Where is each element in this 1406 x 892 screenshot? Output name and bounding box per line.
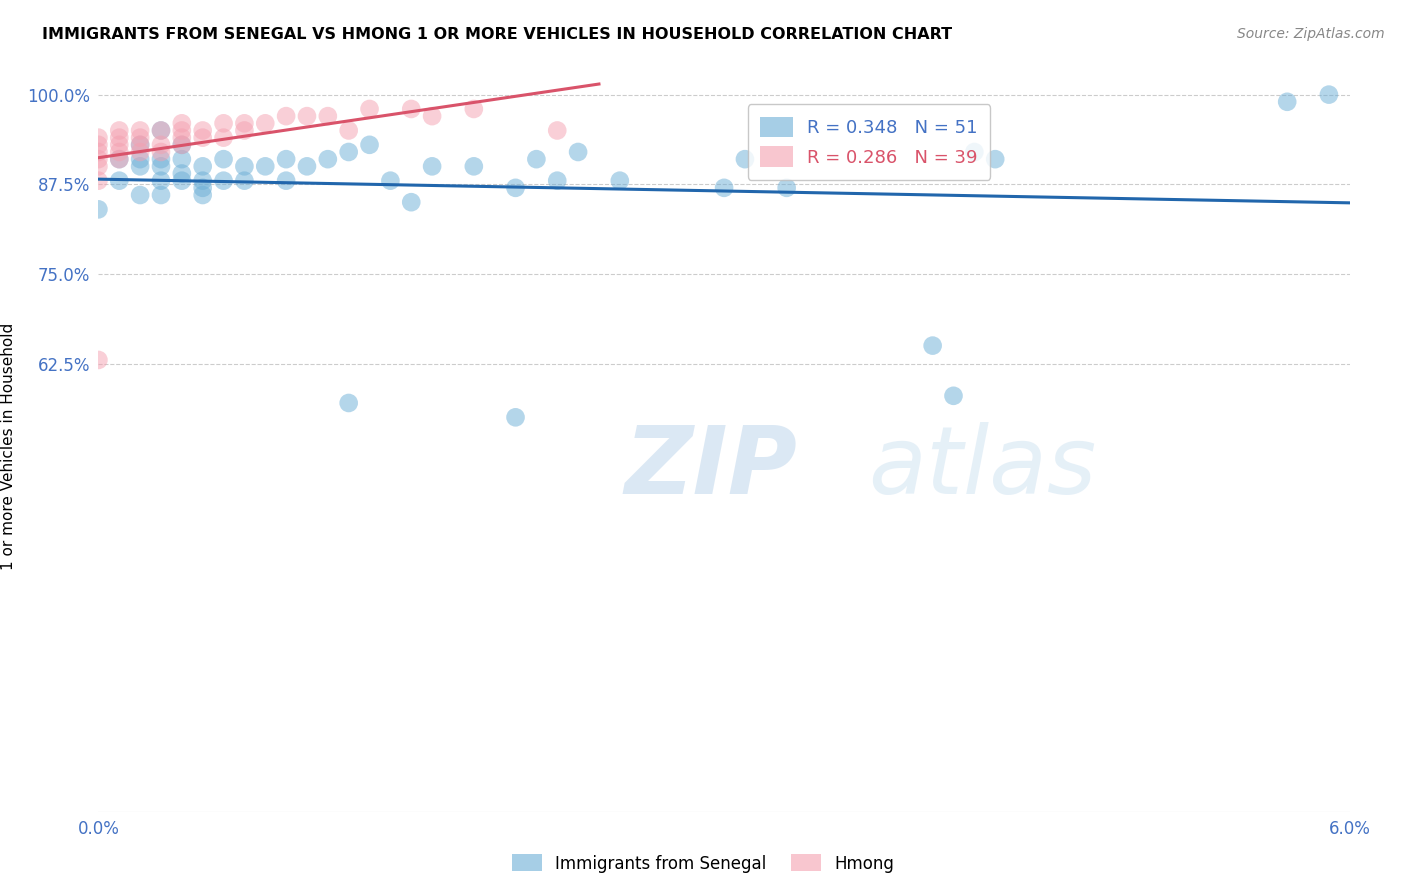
Point — [274, 152, 298, 166]
Point — [129, 159, 152, 173]
Text: atlas: atlas — [868, 423, 1097, 514]
Point — [87, 174, 110, 188]
Point — [505, 181, 527, 195]
Point — [108, 130, 131, 145]
Text: ZIP: ZIP — [624, 422, 797, 514]
Point — [191, 188, 214, 202]
Point — [108, 145, 131, 159]
Point — [170, 167, 193, 181]
Point — [87, 130, 110, 145]
Legend: R = 0.348   N = 51, R = 0.286   N = 39: R = 0.348 N = 51, R = 0.286 N = 39 — [748, 104, 990, 180]
Point — [87, 152, 110, 166]
Point — [359, 102, 381, 116]
Point — [150, 123, 173, 137]
Point — [87, 159, 110, 173]
Point — [359, 137, 381, 152]
Point — [129, 188, 152, 202]
Point — [316, 109, 339, 123]
Point — [150, 123, 173, 137]
Point — [87, 202, 110, 217]
Point — [87, 145, 110, 159]
Point — [401, 195, 423, 210]
Point — [212, 130, 235, 145]
Point — [963, 145, 986, 159]
Point — [337, 396, 360, 410]
Point — [567, 145, 589, 159]
Point — [713, 181, 735, 195]
Point — [212, 152, 235, 166]
Point — [170, 130, 193, 145]
Legend: Immigrants from Senegal, Hmong: Immigrants from Senegal, Hmong — [505, 847, 901, 880]
Point — [609, 174, 631, 188]
Point — [108, 123, 131, 137]
Point — [129, 130, 152, 145]
Point — [108, 152, 131, 166]
Point — [380, 174, 402, 188]
Point — [942, 389, 965, 403]
Point — [191, 181, 214, 195]
Point — [150, 137, 173, 152]
Point — [463, 102, 485, 116]
Point — [254, 116, 277, 130]
Point — [170, 174, 193, 188]
Point — [108, 152, 131, 166]
Point — [150, 145, 173, 159]
Point — [233, 123, 256, 137]
Point — [129, 152, 152, 166]
Point — [129, 137, 152, 152]
Point — [108, 137, 131, 152]
Point — [87, 137, 110, 152]
Point — [274, 109, 298, 123]
Point — [129, 137, 152, 152]
Point — [191, 174, 214, 188]
Point — [170, 152, 193, 166]
Point — [984, 152, 1007, 166]
Point — [150, 174, 173, 188]
Point — [295, 159, 318, 173]
Point — [170, 123, 193, 137]
Point — [170, 116, 193, 130]
Point — [776, 181, 799, 195]
Y-axis label: 1 or more Vehicles in Household: 1 or more Vehicles in Household — [1, 322, 15, 570]
Point — [1317, 87, 1340, 102]
Point — [337, 145, 360, 159]
Point — [129, 123, 152, 137]
Point — [191, 159, 214, 173]
Point — [921, 338, 943, 352]
Point — [420, 109, 443, 123]
Point — [191, 123, 214, 137]
Point — [401, 102, 423, 116]
Point — [87, 353, 110, 368]
Point — [420, 159, 443, 173]
Point — [734, 152, 756, 166]
Point — [1277, 95, 1299, 109]
Point — [212, 116, 235, 130]
Point — [295, 109, 318, 123]
Point — [505, 410, 527, 425]
Text: Source: ZipAtlas.com: Source: ZipAtlas.com — [1237, 27, 1385, 41]
Point — [108, 174, 131, 188]
Point — [233, 174, 256, 188]
Point — [191, 130, 214, 145]
Point — [337, 123, 360, 137]
Point — [170, 137, 193, 152]
Point — [546, 123, 568, 137]
Point — [233, 159, 256, 173]
Point — [546, 174, 568, 188]
Point — [150, 159, 173, 173]
Text: IMMIGRANTS FROM SENEGAL VS HMONG 1 OR MORE VEHICLES IN HOUSEHOLD CORRELATION CHA: IMMIGRANTS FROM SENEGAL VS HMONG 1 OR MO… — [42, 27, 952, 42]
Point — [274, 174, 298, 188]
Point — [129, 145, 152, 159]
Point — [316, 152, 339, 166]
Point — [150, 152, 173, 166]
Point — [233, 116, 256, 130]
Point — [212, 174, 235, 188]
Point — [526, 152, 548, 166]
Point — [254, 159, 277, 173]
Point — [150, 188, 173, 202]
Point — [463, 159, 485, 173]
Point — [170, 137, 193, 152]
